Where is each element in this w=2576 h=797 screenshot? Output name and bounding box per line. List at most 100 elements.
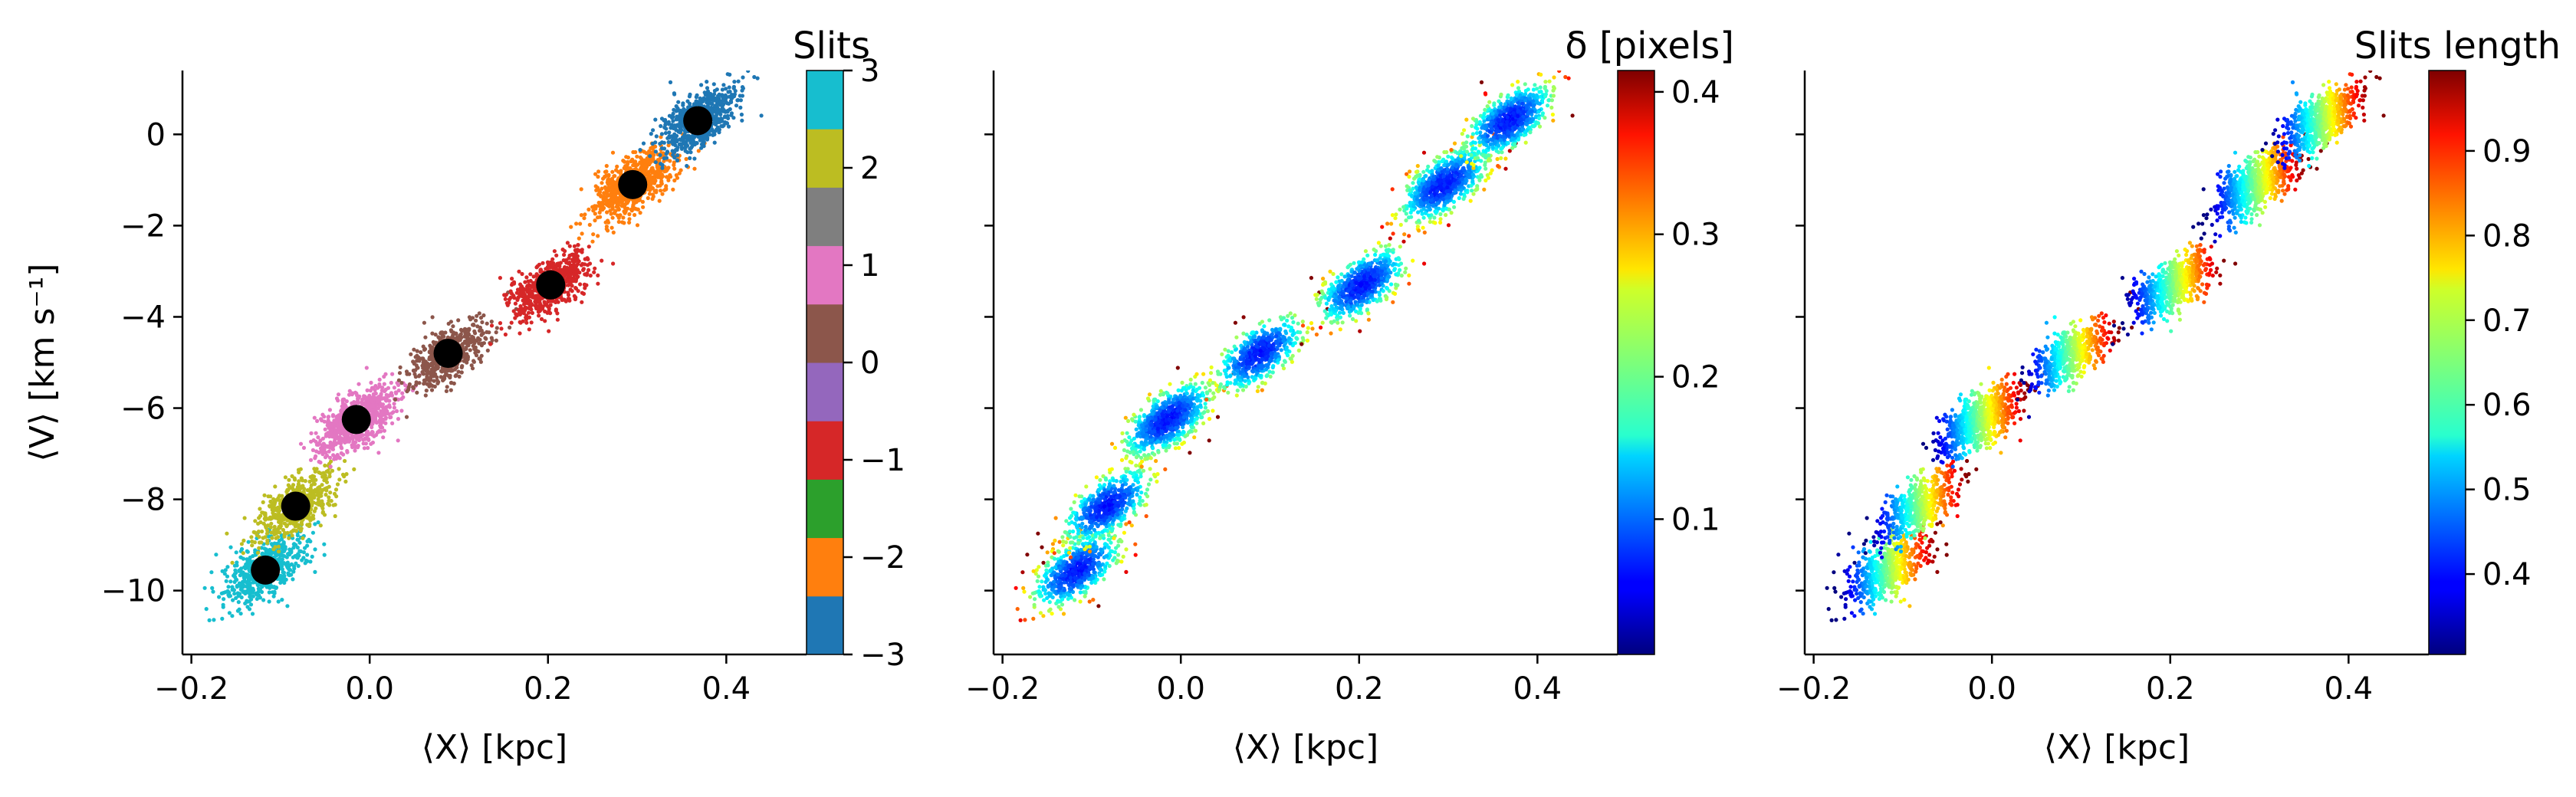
data-point: [1021, 585, 1026, 591]
centroid-marker: [281, 491, 310, 521]
data-point: [404, 369, 409, 374]
data-point: [610, 179, 615, 183]
data-point: [320, 499, 324, 503]
data-point: [287, 477, 291, 482]
data-point: [727, 85, 731, 90]
data-point: [632, 212, 637, 218]
data-point: [202, 585, 207, 590]
data-point: [544, 302, 549, 307]
data-point: [370, 421, 374, 426]
data-point: [244, 580, 248, 585]
data-point: [328, 490, 333, 495]
data-point: [675, 153, 680, 158]
data-point: [347, 389, 352, 393]
data-point: [235, 583, 239, 589]
data-point: [245, 559, 250, 564]
data-point: [615, 186, 619, 191]
data-point: [524, 317, 529, 322]
data-point: [679, 111, 684, 116]
data-point: [276, 599, 281, 604]
data-point: [583, 212, 587, 217]
data-point: [360, 397, 365, 402]
data-point: [276, 549, 281, 554]
data-point: [537, 313, 541, 318]
colorbar-tick-label: 0: [860, 346, 879, 381]
data-point: [478, 359, 484, 364]
data-point: [272, 524, 277, 530]
data-point: [1018, 618, 1023, 623]
data-point: [429, 361, 434, 366]
data-point: [705, 86, 710, 90]
data-point: [1106, 545, 1111, 550]
data-point: [322, 553, 327, 557]
data-point: [665, 149, 670, 154]
data-point: [478, 325, 483, 330]
data-point: [736, 79, 741, 84]
data-point: [699, 146, 704, 150]
data-point: [676, 116, 681, 120]
data-point: [463, 328, 468, 333]
data-point: [287, 536, 291, 540]
data-point: [699, 136, 704, 141]
data-point: [618, 198, 623, 203]
data-point: [653, 160, 658, 165]
data-point: [318, 523, 323, 528]
data-point: [1102, 542, 1107, 546]
data-point: [329, 499, 334, 503]
data-point: [564, 299, 568, 303]
data-point: [676, 100, 681, 104]
data-point: [669, 126, 673, 130]
data-point: [392, 402, 396, 406]
data-point: [672, 162, 676, 167]
data-point: [1034, 568, 1039, 572]
data-point: [678, 142, 682, 146]
data-point: [372, 398, 376, 402]
data-point: [653, 140, 658, 145]
data-point: [268, 499, 273, 504]
data-point: [301, 484, 305, 488]
data-point: [444, 367, 449, 372]
data-point: [593, 172, 598, 176]
data-point: [320, 506, 325, 511]
data-point: [648, 188, 652, 192]
data-point: [281, 527, 285, 533]
data-point: [688, 156, 692, 160]
data-point: [285, 604, 290, 608]
data-point: [517, 310, 522, 316]
data-point: [585, 271, 590, 276]
data-point: [1062, 594, 1066, 599]
data-point: [416, 357, 421, 362]
data-point: [330, 447, 335, 451]
data-point: [489, 323, 495, 328]
colorbar-tick-label: 1: [860, 248, 879, 284]
data-point: [397, 371, 402, 376]
data-point: [272, 589, 277, 594]
data-point: [341, 452, 346, 457]
data-point: [268, 547, 272, 553]
data-point: [272, 541, 277, 546]
data-point: [380, 411, 384, 415]
data-point: [725, 110, 730, 114]
data-point: [623, 159, 627, 164]
y-tick-label: −6: [120, 392, 166, 427]
data-point: [724, 120, 729, 126]
data-point: [272, 585, 277, 589]
data-point: [300, 558, 304, 562]
data-point: [252, 540, 257, 545]
data-point: [276, 497, 281, 502]
data-point: [257, 546, 261, 550]
data-point: [407, 382, 412, 387]
data-point: [1105, 561, 1109, 566]
data-point: [227, 611, 232, 615]
x-tick-label: 0.0: [345, 671, 394, 707]
data-point: [1133, 553, 1138, 557]
data-point: [577, 236, 581, 241]
ylabel-slits: ⟨V⟩ [km s⁻¹]: [23, 264, 62, 462]
data-point: [474, 318, 478, 323]
data-point: [1091, 598, 1096, 602]
data-point: [715, 112, 719, 116]
data-point: [705, 137, 710, 142]
data-point: [552, 249, 557, 254]
data-point: [513, 301, 518, 306]
data-point: [433, 333, 438, 337]
